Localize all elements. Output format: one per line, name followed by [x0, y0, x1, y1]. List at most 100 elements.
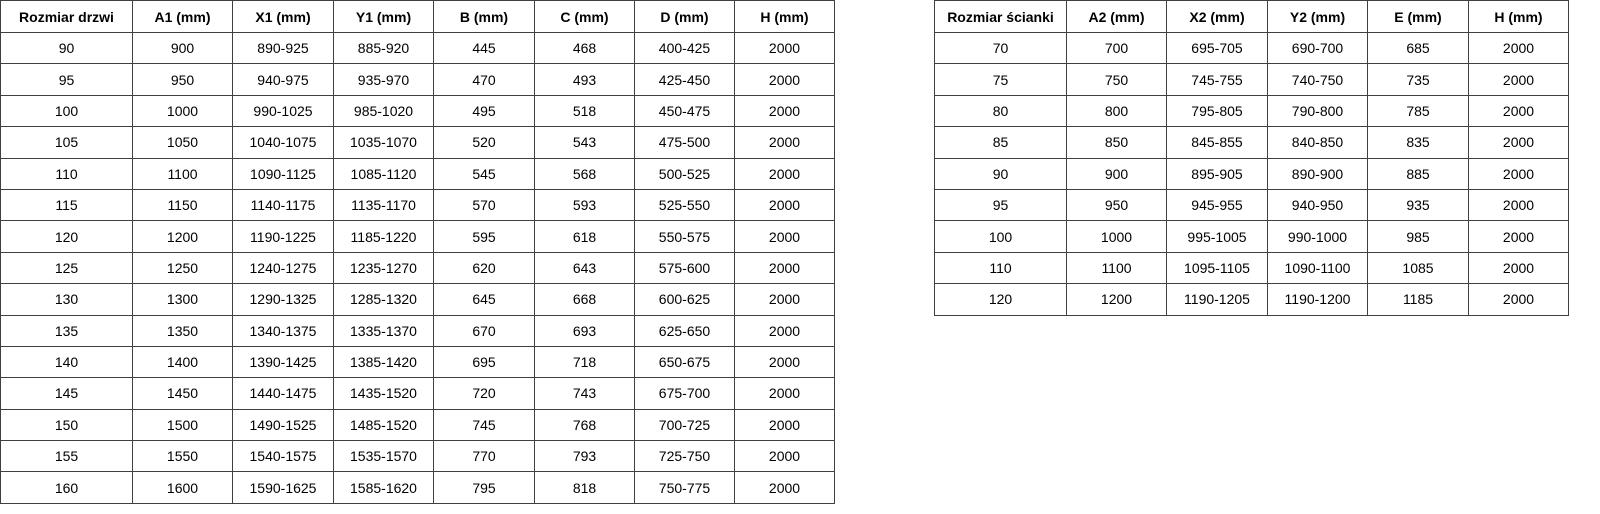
table-row: 120 1200 1190-1225 1185-1220 595 618 550-575 20…: [0, 220, 835, 253]
table-cell: 95: [934, 188, 1067, 222]
table-cell: 2000: [1468, 126, 1569, 159]
table-cell: 950: [1066, 188, 1167, 222]
table-row: 75 750 745-755 740-750 735 2000: [934, 63, 1569, 96]
table-row: 85 850 845-855 840-850 835 2000: [934, 126, 1569, 159]
table-cell: 790-800: [1267, 94, 1368, 128]
table-cell: 2000: [734, 94, 835, 128]
table-cell: 1340-1375: [232, 314, 334, 347]
table-cell: 495: [433, 94, 535, 128]
table-cell: 1300: [132, 283, 233, 316]
table-cell: 525-550: [634, 188, 735, 222]
table-row: 80 800 795-805 790-800 785 2000: [934, 94, 1569, 128]
table-row: 130 1300 1290-1325 1285-1320 645 668 600-625 20…: [0, 283, 835, 316]
table-cell: 950: [132, 63, 233, 96]
table-cell: 1485-1520: [333, 408, 434, 442]
column-header: A2 (mm): [1066, 0, 1167, 33]
table-cell: 1140-1175: [232, 188, 334, 222]
table-cell: 1240-1275: [232, 251, 334, 285]
table-cell: 125: [0, 251, 133, 285]
table-cell: 900: [132, 31, 233, 65]
table-cell: 745-755: [1166, 63, 1268, 96]
table-cell: 785: [1367, 94, 1469, 128]
table-cell: 1185-1220: [333, 220, 434, 253]
table-cell: 2000: [734, 63, 835, 96]
table-cell: 800: [1066, 94, 1167, 128]
table-cell: 940-975: [232, 63, 334, 96]
table-cell: 2000: [734, 283, 835, 316]
table-row: 95 950 940-975 935-970 470 493 425-450 2000: [0, 63, 835, 96]
table-cell: 593: [534, 188, 635, 222]
table-cell: 670: [433, 314, 535, 347]
table-cell: 990-1025: [232, 94, 334, 128]
table-row: 100 1000 990-1025 985-1020 495 518 450-475 2000: [0, 94, 835, 128]
table-cell: 1035-1070: [333, 126, 434, 159]
table-cell: 1235-1270: [333, 251, 434, 285]
table-cell: 668: [534, 283, 635, 316]
table-cell: 618: [534, 220, 635, 253]
table-cell: 1450: [132, 377, 233, 410]
table-cell: 105: [0, 126, 133, 159]
table-cell: 675-700: [634, 377, 735, 410]
table-cell: 885-920: [333, 31, 434, 65]
table-cell: 2000: [734, 440, 835, 473]
table-cell: 145: [0, 377, 133, 410]
table-cell: 840-850: [1267, 126, 1368, 159]
table-cell: 2000: [734, 126, 835, 159]
table-row: 110 1100 1095-1105 1090-1100 1085 2000: [934, 251, 1569, 285]
table-cell: 750-775: [634, 471, 735, 504]
table-cell: 890-925: [232, 31, 334, 65]
table-cell: 110: [934, 251, 1067, 285]
column-header: H (mm): [1468, 0, 1569, 33]
table-cell: 890-900: [1267, 157, 1368, 190]
table-cell: 2000: [1468, 283, 1569, 316]
table-cell: 85: [934, 126, 1067, 159]
table-cell: 935: [1367, 188, 1469, 222]
table-cell: 1290-1325: [232, 283, 334, 316]
table-cell: 595: [433, 220, 535, 253]
table-cell: 1190-1225: [232, 220, 334, 253]
table-cell: 80: [934, 94, 1067, 128]
table-cell: 493: [534, 63, 635, 96]
table-cell: 120: [934, 283, 1067, 316]
table-cell: 1190-1205: [1166, 283, 1268, 316]
table-cell: 2000: [1468, 94, 1569, 128]
table-cell: 115: [0, 188, 133, 222]
table-cell: 745: [433, 408, 535, 442]
table-cell: 500-525: [634, 157, 735, 190]
table-cell: 2000: [1468, 63, 1569, 96]
column-header: D (mm): [634, 0, 735, 33]
table-cell: 1185: [1367, 283, 1469, 316]
table-cell: 1350: [132, 314, 233, 347]
table-cell: 1095-1105: [1166, 251, 1268, 285]
header-row: Rozmiar drzwi A1 (mm) X1 (mm) Y1 (mm) B (mm)…: [0, 0, 835, 33]
table-cell: 2000: [1468, 188, 1569, 222]
table-cell: 620: [433, 251, 535, 285]
table-cell: 445: [433, 31, 535, 65]
table-cell: 2000: [734, 408, 835, 442]
table-cell: 685: [1367, 31, 1469, 65]
table-row: 135 1350 1340-1375 1335-1370 670 693 625-650 20…: [0, 314, 835, 347]
table-cell: 1390-1425: [232, 345, 334, 379]
table-cell: 2000: [734, 314, 835, 347]
table-row: 110 1100 1090-1125 1085-1120 545 568 500-525 20…: [0, 157, 835, 190]
table-row: 145 1450 1440-1475 1435-1520 720 743 675-700 20…: [0, 377, 835, 410]
table-cell: 1335-1370: [333, 314, 434, 347]
table-cell: 1535-1570: [333, 440, 434, 473]
table-cell: 693: [534, 314, 635, 347]
table-cell: 2000: [734, 157, 835, 190]
table-cell: 1100: [132, 157, 233, 190]
table-cell: 835: [1367, 126, 1469, 159]
table-cell: 895-905: [1166, 157, 1268, 190]
table-cell: 2000: [1468, 251, 1569, 285]
table-cell: 1085: [1367, 251, 1469, 285]
table-cell: 1550: [132, 440, 233, 473]
table-cell: 695-705: [1166, 31, 1268, 65]
column-header: B (mm): [433, 0, 535, 33]
column-header: Rozmiar drzwi: [0, 0, 133, 33]
table-cell: 1200: [132, 220, 233, 253]
table-cell: 770: [433, 440, 535, 473]
table-cell: 1540-1575: [232, 440, 334, 473]
table-cell: 1190-1200: [1267, 283, 1368, 316]
table-cell: 120: [0, 220, 133, 253]
table-cell: 845-855: [1166, 126, 1268, 159]
